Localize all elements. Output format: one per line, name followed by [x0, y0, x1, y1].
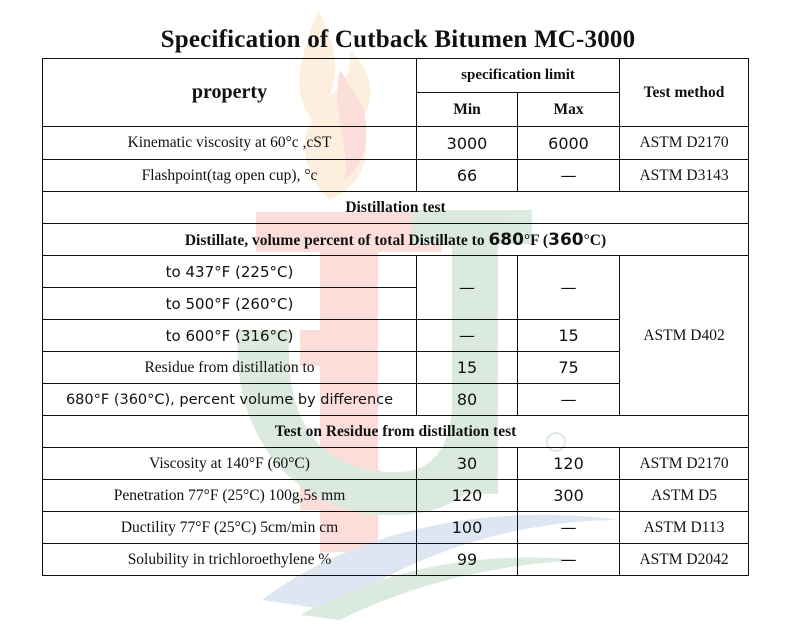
distillate-temp-f: 680: [488, 229, 524, 250]
cell-method: ASTM D2170: [619, 126, 750, 160]
cell-method-merged: ASTM D402: [619, 255, 750, 416]
cell-min: 66: [416, 159, 518, 192]
cell-property: to 500°F (260°C): [42, 287, 417, 320]
section-residue: Test on Residue from distillation test: [41, 415, 750, 448]
cell-max: 6000: [516, 126, 621, 160]
cell-max: —: [516, 383, 621, 416]
cell-method: ASTM D2042: [619, 543, 750, 576]
table-row: to 500°F (260°C): [42, 287, 749, 320]
cell-method: ASTM D3143: [619, 159, 750, 192]
cell-min: 99: [416, 543, 518, 576]
header-spec-limit: specification limit: [415, 58, 621, 93]
cell-max: 120: [516, 447, 621, 480]
cell-min: —: [416, 319, 518, 352]
cell-min: 15: [416, 351, 518, 384]
cell-method: ASTM D2170: [619, 447, 750, 480]
cell-max: —: [516, 543, 621, 576]
header-max: Max: [516, 92, 621, 127]
section-distillation: Distillation test: [41, 191, 750, 224]
cell-min: 3000: [416, 126, 518, 160]
cell-property: Flashpoint(tag open cup), °c: [42, 159, 417, 192]
cell-max: —: [516, 511, 621, 544]
distillate-unit-f: °F (: [523, 231, 549, 249]
header-min: Min: [416, 92, 518, 127]
cell-property: Residue from distillation to: [42, 351, 417, 384]
cell-property: Viscosity at 140°F (60°C): [42, 447, 417, 480]
cell-property: Ductility 77°F (25°C) 5cm/min cm: [42, 511, 417, 544]
header-property: property: [42, 58, 417, 127]
cell-max: 15: [516, 319, 621, 352]
cell-method: ASTM D113: [619, 511, 750, 544]
cell-min-merged: —: [416, 255, 518, 320]
cell-max-merged: —: [516, 255, 621, 320]
cell-min: 80: [416, 383, 518, 416]
page-title: Specification of Cutback Bitumen MC-3000: [160, 26, 636, 53]
section-distillate-volume: Distillate, volume percent of total Dist…: [41, 223, 750, 256]
cell-max: 300: [516, 479, 621, 512]
table-row: to 437°F (225°C) — — ASTM D402: [42, 255, 750, 416]
cell-property: 680°F (360°C), percent volume by differe…: [42, 383, 417, 416]
table-row: Kinematic viscosity at 60°c ,cST 3000 60…: [42, 126, 750, 160]
cell-max: 75: [516, 351, 621, 384]
table-row: Solubility in trichloroethylene % 99 — A…: [42, 543, 750, 576]
cell-min: 120: [416, 479, 518, 512]
distillate-prefix: Distillate, volume percent of total Dist…: [184, 231, 489, 249]
cell-property: Solubility in trichloroethylene %: [42, 543, 417, 576]
table-row: 680°F (360°C), percent volume by differe…: [42, 383, 749, 416]
header-test-method: Test method: [619, 58, 750, 127]
table-row: Ductility 77°F (25°C) 5cm/min cm 100 — A…: [42, 511, 750, 544]
cell-min: 100: [416, 511, 518, 544]
cell-property: to 437°F (225°C): [42, 255, 417, 288]
cell-max: —: [516, 159, 621, 192]
table-row: Viscosity at 140°F (60°C) 30 120 ASTM D2…: [42, 447, 750, 480]
cell-min: 30: [416, 447, 518, 480]
cell-property: to 600°F (316°C): [42, 319, 417, 352]
specification-table: property specification limit Test method…: [41, 58, 750, 576]
distillate-temp-c: 360: [548, 229, 584, 250]
cell-property: Penetration 77°F (25°C) 100g,5s mm: [42, 479, 417, 512]
table-row: Flashpoint(tag open cup), °c 66 — ASTM D…: [42, 159, 750, 192]
cell-property: Kinematic viscosity at 60°c ,cST: [42, 126, 417, 160]
table-row: Penetration 77°F (25°C) 100g,5s mm 120 3…: [42, 479, 750, 512]
cell-method: ASTM D5: [619, 479, 750, 512]
distillate-unit-c: °C): [583, 231, 607, 249]
